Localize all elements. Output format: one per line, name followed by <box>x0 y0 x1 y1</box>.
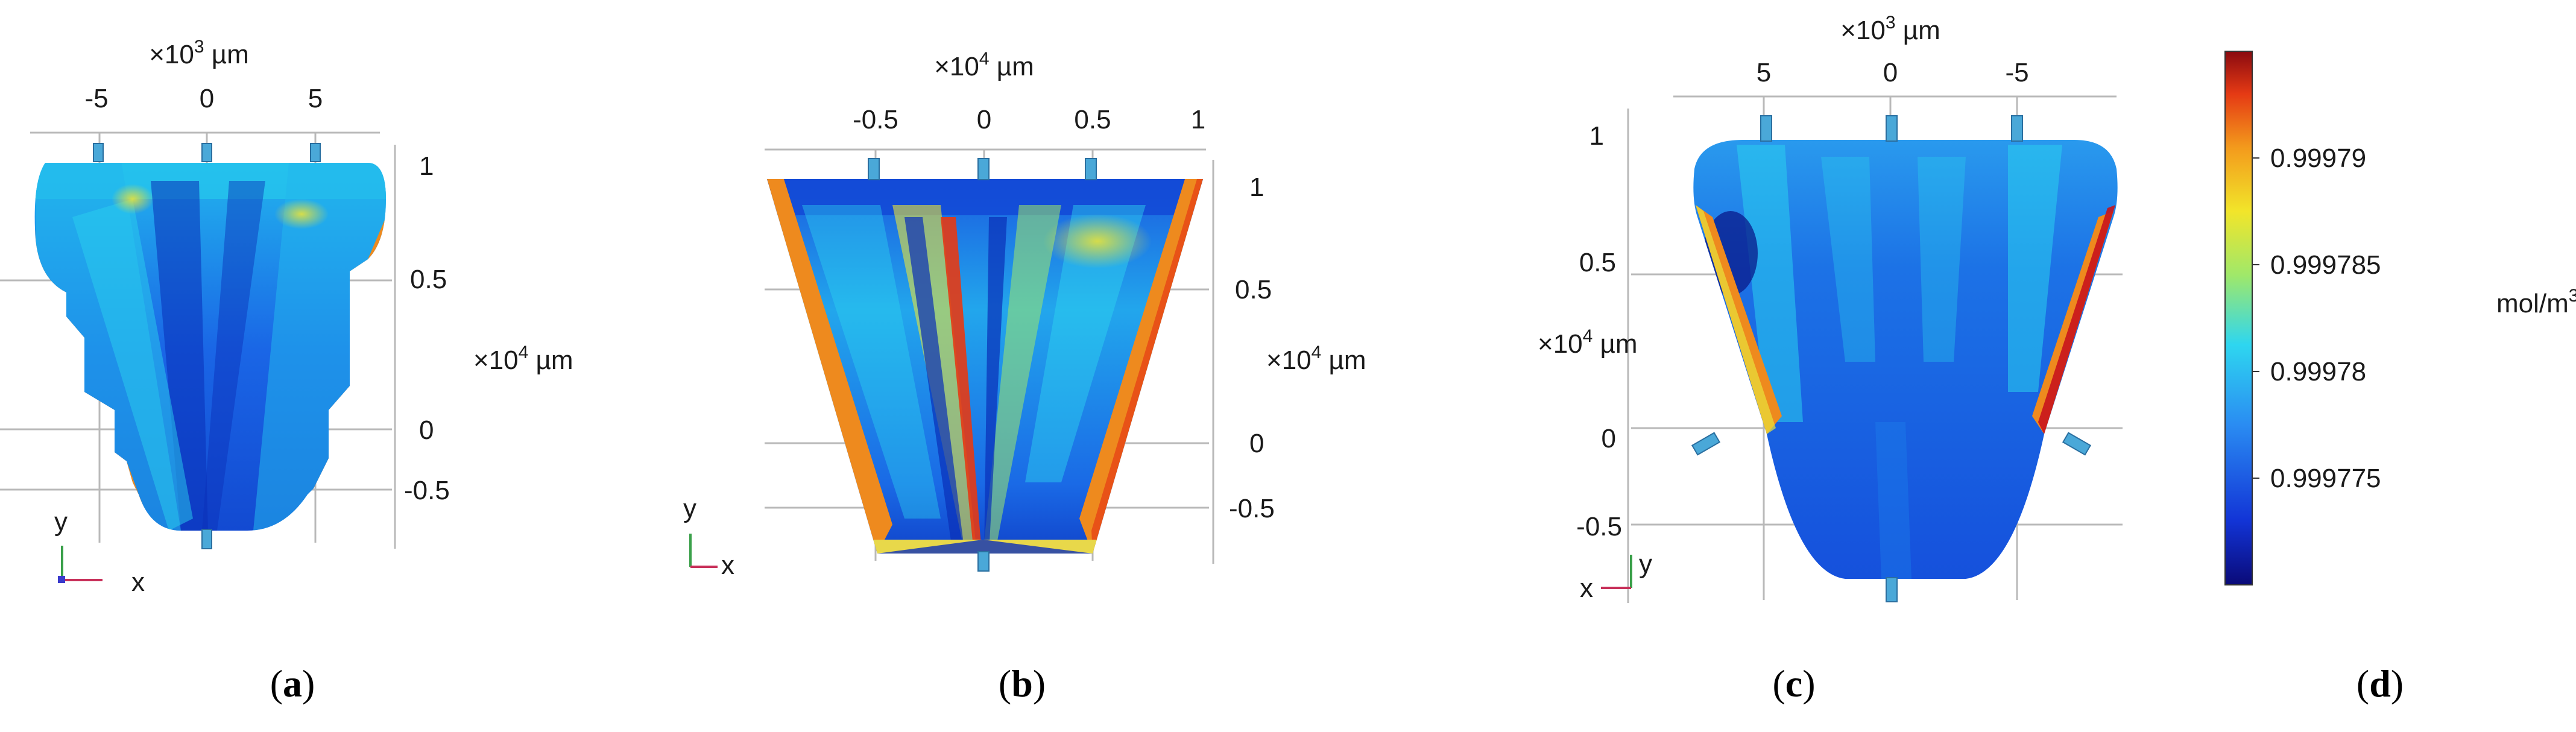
caption-d: (d) <box>2357 662 2404 705</box>
x-tick: 1 <box>1191 105 1205 134</box>
x-unit-label: ×103 µm <box>1840 13 1940 45</box>
outlet-c <box>1886 577 1898 602</box>
panel-a: -5 0 5 ×103 µm 1 0.5 0 -0.5 ×104 µm y x … <box>0 37 573 705</box>
y-tick: 0 <box>1249 429 1264 458</box>
caption-b: (b) <box>999 662 1046 705</box>
x-tick: -5 <box>2005 58 2028 87</box>
triad-y-label: y <box>54 507 68 537</box>
inlet-c-1 <box>1760 115 1772 142</box>
inlet-c-2 <box>1886 115 1898 142</box>
colorbar-tick-label: 0.999785 <box>2270 250 2381 280</box>
caption-a: (a) <box>270 662 315 705</box>
panel-c: 5 0 -5 ×103 µm 1 0.5 0 -0.5 ×104 µm y x … <box>1538 13 2123 705</box>
y-tick: -0.5 <box>1576 512 1622 541</box>
panel-b: -0.5 0 0.5 1 ×104 µm 1 0.5 0 -0.5 ×104 µ… <box>683 49 1366 705</box>
x-tick: 5 <box>1757 58 1771 87</box>
side-port-c-2 <box>2062 432 2092 456</box>
caption-c: (c) <box>1772 662 1815 705</box>
inlet-b-3 <box>1085 158 1097 180</box>
inlet-a-3 <box>310 143 321 162</box>
y-tick: 1 <box>1249 172 1264 202</box>
axis-triad-c: y x <box>1580 549 1652 603</box>
colorbar: 0.99979 0.999785 0.99978 0.999775 mol/m3 (d… <box>2224 51 2576 705</box>
field-c <box>1693 140 2118 579</box>
side-port-c-1 <box>1691 432 1721 456</box>
y-unit-label: ×104 µm <box>1538 326 1638 359</box>
y-tick: 0 <box>419 415 434 445</box>
y-tick: -0.5 <box>404 476 450 505</box>
axis-triad-a: y x <box>54 507 145 597</box>
x-tick: 0 <box>977 105 991 134</box>
triad-x-label: x <box>131 567 145 597</box>
y-tick: 0.5 <box>410 265 447 294</box>
y-tick: 1 <box>419 151 434 181</box>
field-a <box>34 163 386 531</box>
y-tick: 0.5 <box>1235 275 1272 304</box>
field-b <box>767 179 1203 554</box>
inlet-c-3 <box>2011 115 2023 142</box>
colorbar-tick-label: 0.99978 <box>2270 357 2366 387</box>
triad-y-label: y <box>683 494 696 523</box>
x-unit-label: ×103 µm <box>149 37 249 69</box>
axis-triad-b: y x <box>683 494 734 580</box>
y-unit-label: ×104 µm <box>473 342 573 375</box>
x-tick: 0 <box>1883 58 1898 87</box>
outlet-b <box>977 551 990 572</box>
triad-y-label: y <box>1639 549 1652 579</box>
inlet-b-1 <box>868 158 880 180</box>
outlet-a <box>201 529 212 549</box>
inlet-a-1 <box>93 143 104 162</box>
x-unit-label: ×104 µm <box>934 49 1034 81</box>
colorbar-tick-label: 0.999775 <box>2270 464 2381 493</box>
colorbar-unit: mol/m3 <box>2496 286 2576 318</box>
y-tick: 0 <box>1602 424 1616 453</box>
x-tick: 0 <box>200 84 214 113</box>
x-tick: 0.5 <box>1074 105 1111 134</box>
triad-x-label: x <box>1580 573 1593 603</box>
y-tick: -0.5 <box>1229 494 1275 523</box>
y-tick: 1 <box>1589 121 1604 151</box>
inlet-b-2 <box>977 158 990 180</box>
colorbar-tick-label: 0.99979 <box>2270 144 2366 173</box>
colorbar-ticks: 0.99979 0.999785 0.99978 0.999775 <box>2252 144 2381 493</box>
x-tick: 5 <box>308 84 323 113</box>
triad-x-label: x <box>721 551 734 580</box>
x-tick: -5 <box>84 84 108 113</box>
y-unit-label: ×104 µm <box>1266 342 1366 375</box>
x-tick: -0.5 <box>853 105 898 134</box>
inlet-a-2 <box>201 143 212 162</box>
y-tick: 0.5 <box>1579 248 1616 277</box>
colorbar-gradient <box>2224 51 2253 585</box>
